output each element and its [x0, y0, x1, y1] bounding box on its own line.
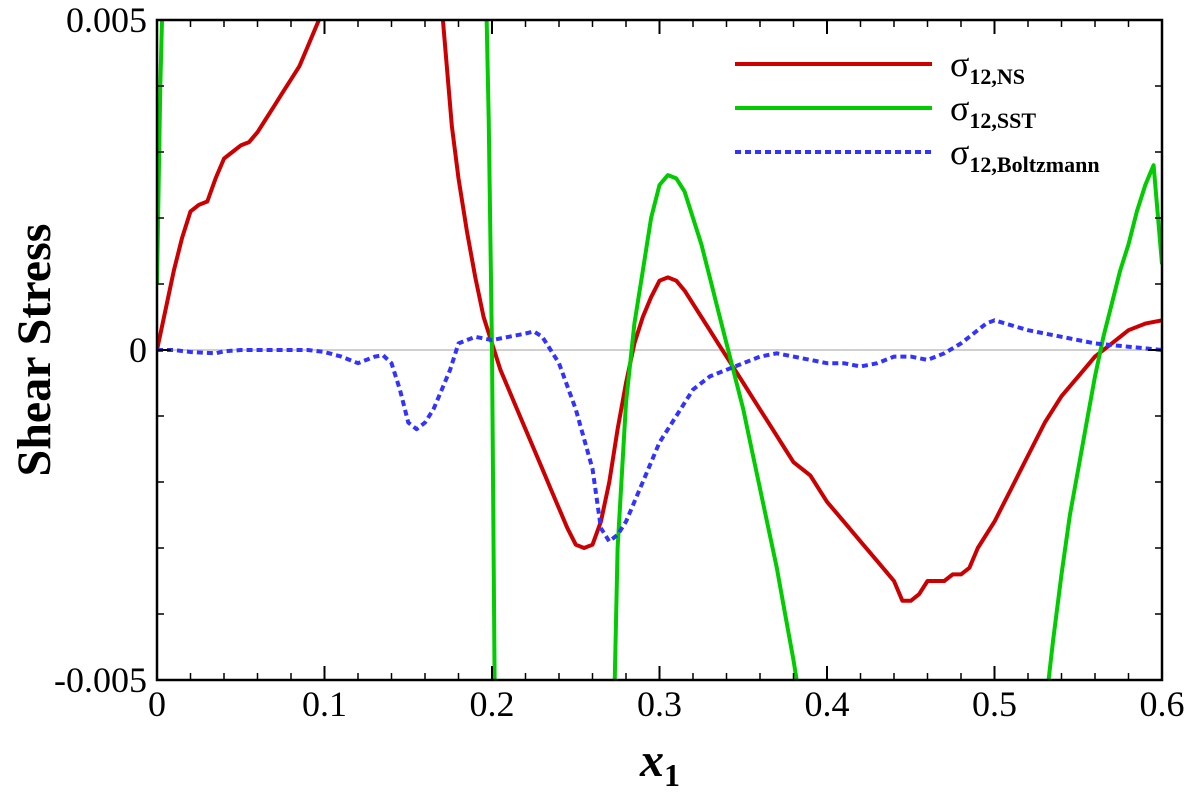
series-line-1 — [157, 20, 1162, 603]
y-axis-title: Shear Stress — [8, 224, 61, 477]
series-line-3 — [157, 318, 1162, 544]
legend-label-3: σ12,Boltzmann — [950, 132, 1100, 177]
legend-label-subscript: 12,Boltzmann — [969, 152, 1099, 177]
legend-label-2: σ12,SST — [950, 88, 1036, 133]
legend-label-symbol: σ — [950, 44, 969, 84]
y-tick-labels: -0.005 0 0.005 — [54, 0, 147, 700]
x-tick-label: 0.6 — [1140, 684, 1185, 724]
legend-label-subscript: 12,SST — [969, 108, 1036, 133]
x-axis-title: x1 — [639, 734, 680, 793]
legend-label-subscript: 12,NS — [969, 64, 1025, 89]
legend-label-symbol: σ — [950, 132, 969, 172]
y-tick-label: 0.005 — [66, 0, 147, 40]
y-tick-label: -0.005 — [54, 660, 147, 700]
x-tick-label: 0.1 — [302, 684, 347, 724]
series-layer — [157, 20, 1162, 680]
x-axis-title-subscript: 1 — [664, 757, 680, 793]
x-tick-label: 0.3 — [637, 684, 682, 724]
legend-label-1: σ12,NS — [950, 44, 1025, 89]
x-tick-label: 0.4 — [805, 684, 850, 724]
x-axis-title-main: x — [639, 734, 664, 787]
series-line-2 — [157, 20, 1162, 680]
legend-label-symbol: σ — [950, 88, 969, 128]
y-tick-label: 0 — [129, 330, 147, 370]
x-tick-label: 0 — [148, 684, 166, 724]
x-tick-label: 0.2 — [470, 684, 515, 724]
x-tick-labels: 0 0.1 0.2 0.3 0.4 0.5 0.6 — [148, 684, 1185, 724]
x-tick-label: 0.5 — [972, 684, 1017, 724]
tick-layer — [156, 19, 1163, 681]
